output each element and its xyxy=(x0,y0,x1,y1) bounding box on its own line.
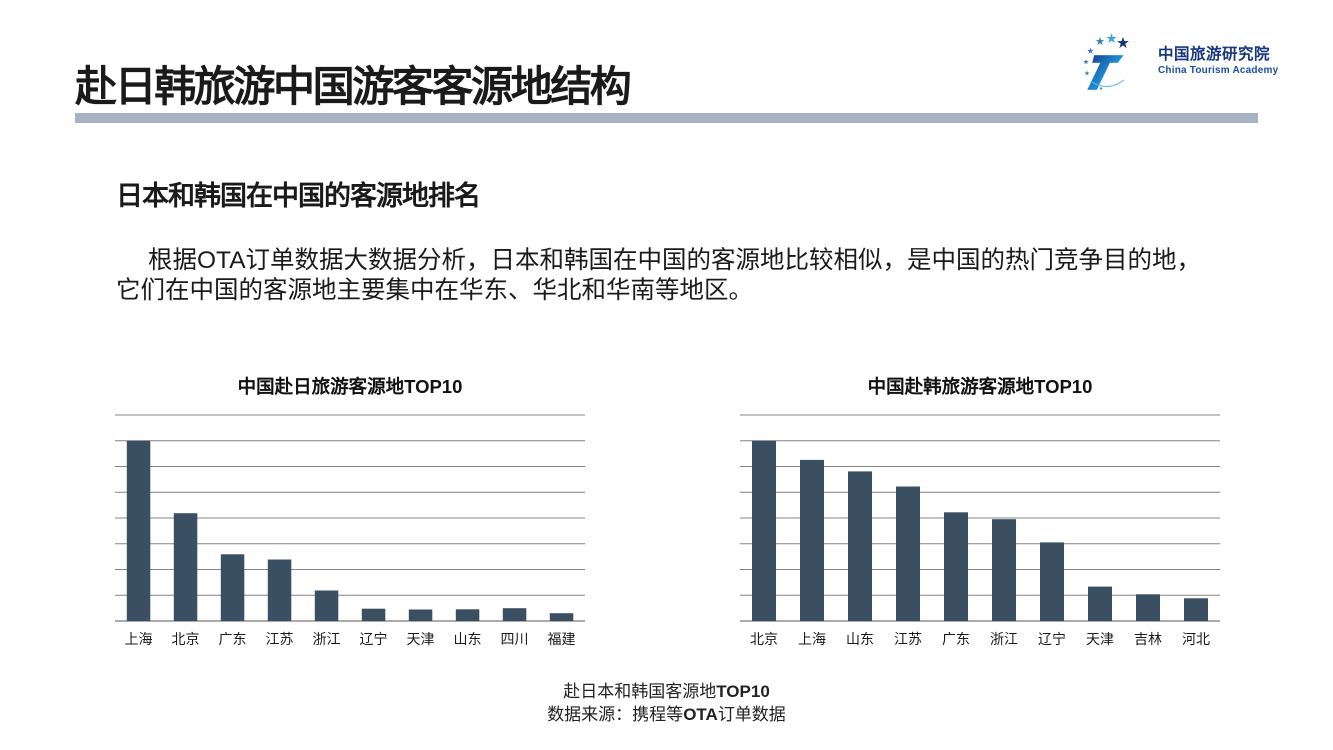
svg-text:★: ★ xyxy=(1084,71,1090,77)
svg-text:★: ★ xyxy=(1106,33,1117,45)
svg-text:中国旅游研究院: 中国旅游研究院 xyxy=(1158,44,1270,63)
svg-text:★: ★ xyxy=(1083,59,1089,66)
svg-text:★: ★ xyxy=(1117,36,1130,50)
svg-text:China Tourism Academy: China Tourism Academy xyxy=(1158,65,1279,76)
svg-text:★: ★ xyxy=(1095,37,1104,47)
svg-text:★: ★ xyxy=(1087,47,1094,55)
svg-text:★: ★ xyxy=(1109,89,1112,91)
